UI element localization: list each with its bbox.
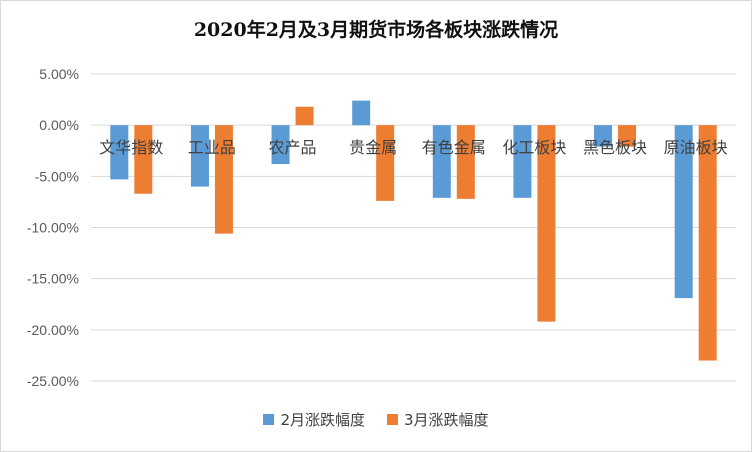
- y-tick-label: -10.00%: [27, 220, 79, 236]
- bar-feb-7: [674, 125, 693, 299]
- category-label: 文华指数: [99, 138, 163, 157]
- legend-item-mar: 3月涨跌幅度: [387, 409, 489, 430]
- bar-feb-6: [594, 125, 613, 147]
- category-label: 贵金属: [349, 138, 397, 157]
- bar-mar-4: [456, 125, 475, 199]
- bar-mar-0: [134, 125, 153, 194]
- y-tick-label: -20.00%: [27, 322, 79, 338]
- bar-feb-0: [110, 125, 129, 180]
- y-tick-label: -5.00%: [35, 168, 79, 184]
- bar-feb-5: [513, 125, 532, 198]
- bar-feb-3: [352, 100, 371, 126]
- legend-label-feb: 2月涨跌幅度: [280, 411, 365, 429]
- category-label: 工业品: [188, 138, 236, 157]
- chart-legend: 2月涨跌幅度 3月涨跌幅度: [1, 409, 751, 430]
- bar-feb-2: [271, 125, 290, 165]
- legend-label-mar: 3月涨跌幅度: [404, 411, 489, 429]
- bar-feb-1: [190, 125, 209, 187]
- bar-mar-5: [537, 125, 556, 322]
- legend-item-feb: 2月涨跌幅度: [263, 409, 365, 430]
- bar-mar-7: [698, 125, 717, 361]
- category-label: 农产品: [269, 138, 317, 157]
- category-label: 黑色板块: [583, 138, 647, 157]
- bar-feb-4: [432, 125, 451, 198]
- y-tick-label: 0.00%: [39, 117, 79, 133]
- y-tick-label: -25.00%: [27, 373, 79, 389]
- category-label: 有色金属: [422, 138, 486, 157]
- chart-title: 2020年2月及3月期货市场各板块涨跌情况: [193, 19, 559, 41]
- y-tick-label: 5.00%: [39, 66, 79, 82]
- y-tick-label: -15.00%: [27, 271, 79, 287]
- category-label: 原油板块: [664, 138, 728, 157]
- legend-swatch-mar: [387, 414, 398, 425]
- category-label: 化工板块: [502, 138, 566, 157]
- bar-mar-3: [376, 125, 395, 201]
- legend-swatch-feb: [263, 414, 275, 425]
- bar-mar-6: [618, 125, 637, 147]
- bar-mar-2: [295, 106, 314, 126]
- bar-mar-1: [214, 125, 233, 234]
